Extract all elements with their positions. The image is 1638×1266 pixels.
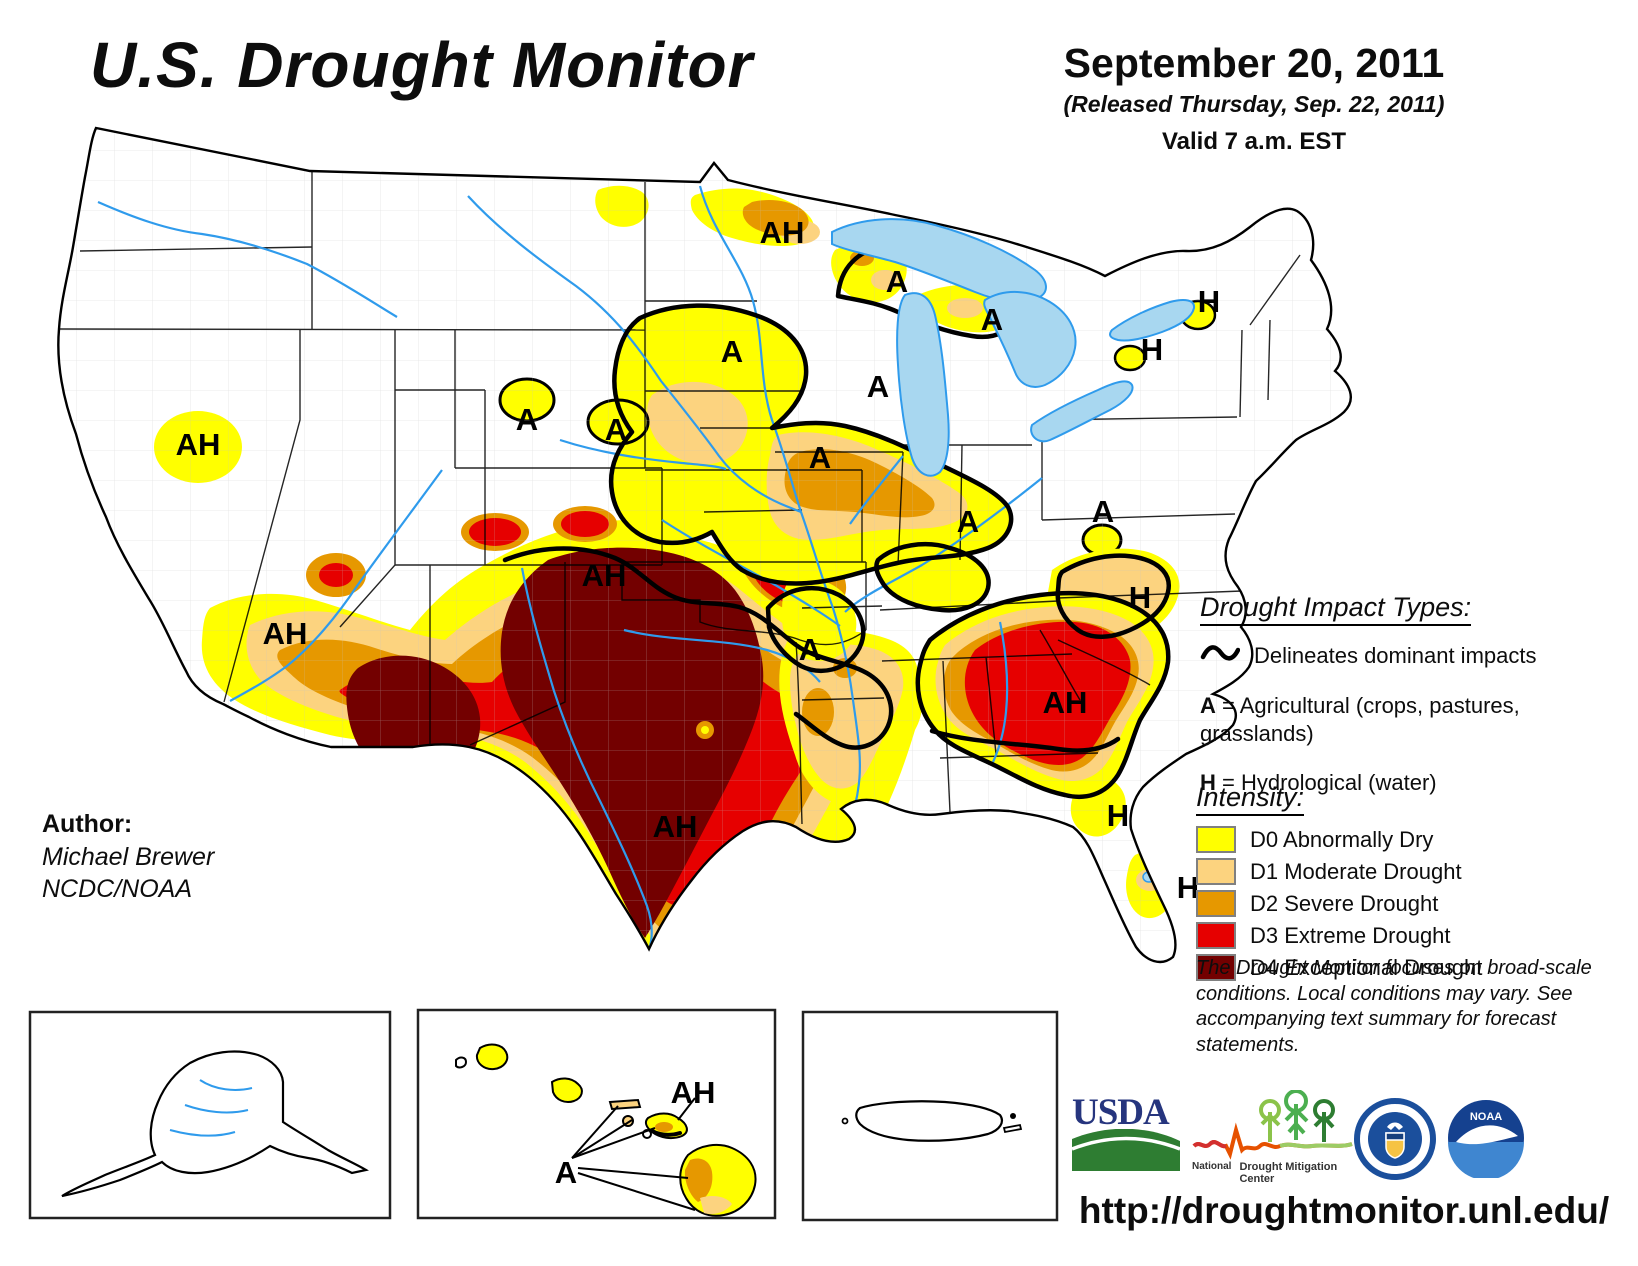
map-label-a: A — [721, 334, 743, 369]
intensity-heading: Intensity: — [1196, 782, 1305, 816]
legend-item-d0: D0 Abnormally Dry — [1196, 826, 1636, 853]
d1-swatch — [1196, 858, 1236, 885]
author-label: Author: — [42, 810, 133, 838]
noaa-text: NOAA — [1470, 1111, 1502, 1123]
great-lakes — [831, 218, 1196, 477]
legend-item-d1: D1 Moderate Drought — [1196, 858, 1636, 885]
puerto-rico-inset — [801, 1010, 1059, 1222]
delineation-squiggle-icon — [1200, 642, 1241, 670]
d4-swatch — [1196, 954, 1236, 981]
map-label-ah: AH — [582, 558, 627, 593]
map-label-a: A — [555, 1155, 577, 1190]
valid-time: Valid 7 a.m. EST — [1161, 128, 1347, 155]
map-label-h: H — [1198, 284, 1220, 319]
disclaimer-text: The Drought Monitor focuses on broad-sca… — [1196, 957, 1592, 1056]
map-label-h: H — [1129, 580, 1151, 615]
map-label-a: A — [516, 402, 538, 437]
page-title: U.S. Drought Monitor — [90, 29, 754, 101]
delineates-text: Delineates dominant impacts — [1254, 643, 1537, 668]
intensity-legend: Intensity: D0 Abnormally Dry D1 Moderate… — [1196, 782, 1636, 986]
map-label-a: A — [867, 369, 889, 404]
impact-type-hydrological: H = Hydrological (water) — [1200, 770, 1437, 795]
alaska-inset — [28, 1010, 392, 1220]
legend-item-d3: D3 Extreme Drought — [1196, 922, 1636, 949]
website-url: http://droughtmonitor.unl.edu/ — [1078, 1190, 1610, 1231]
release-date: (Released Thursday, Sep. 22, 2011) — [1063, 91, 1445, 117]
map-label-ah: AH — [176, 427, 221, 462]
map-label-h: H — [1177, 870, 1199, 905]
hawaii-leader-lines — [571, 1097, 696, 1211]
author-org: NCDC/NOAA — [42, 875, 193, 903]
map-label-h: H — [1107, 798, 1129, 833]
map-label-ah: AH — [263, 616, 308, 651]
map-label-a: A — [1092, 494, 1114, 529]
usda-logo: USDA — [1071, 1094, 1181, 1176]
hawaii-inset — [416, 1008, 777, 1220]
ndmc-logo: National Drought Mitigation Center — [1192, 1089, 1354, 1185]
legend-item-d4: D4 Exceptional Drought — [1196, 954, 1636, 981]
d2-swatch — [1196, 890, 1236, 917]
map-label-ah: AH — [671, 1075, 716, 1110]
map-label-a: A — [981, 302, 1003, 337]
map-label-ah: AH — [1043, 685, 1088, 720]
map-label-a: A — [799, 632, 821, 667]
ndmc-trees-icon — [1192, 1089, 1353, 1160]
map-label-ah: AH — [653, 809, 698, 844]
map-label-a: A — [605, 412, 627, 447]
author-name: Michael Brewer — [42, 842, 215, 871]
map-label-a: A — [886, 264, 908, 299]
d3-swatch — [1196, 922, 1236, 949]
impact-type-agricultural: A = Agricultural (crops, pastures, grass… — [1200, 693, 1520, 746]
noaa-logo: NOAA — [1446, 1098, 1526, 1183]
impact-types-legend: Drought Impact Types: Delineates dominan… — [1200, 592, 1630, 797]
map-label-h: H — [1141, 332, 1163, 367]
map-label-a: A — [809, 440, 831, 475]
map-label-a: A — [957, 504, 979, 539]
author-block: Author: Michael Brewer NCDC/NOAA — [42, 808, 214, 906]
map-label-ah: AH — [760, 215, 805, 250]
impact-types-heading: Drought Impact Types: — [1200, 592, 1472, 626]
alaska-rivers — [169, 1079, 253, 1137]
date-block: September 20, 2011 (Released Thursday, S… — [1042, 40, 1466, 156]
map-date: September 20, 2011 — [1063, 40, 1445, 86]
department-of-commerce-seal — [1354, 1098, 1436, 1185]
d0-swatch — [1196, 826, 1236, 853]
usda-swoosh-icon — [1071, 1129, 1181, 1172]
legend-item-d2: D2 Severe Drought — [1196, 890, 1636, 917]
